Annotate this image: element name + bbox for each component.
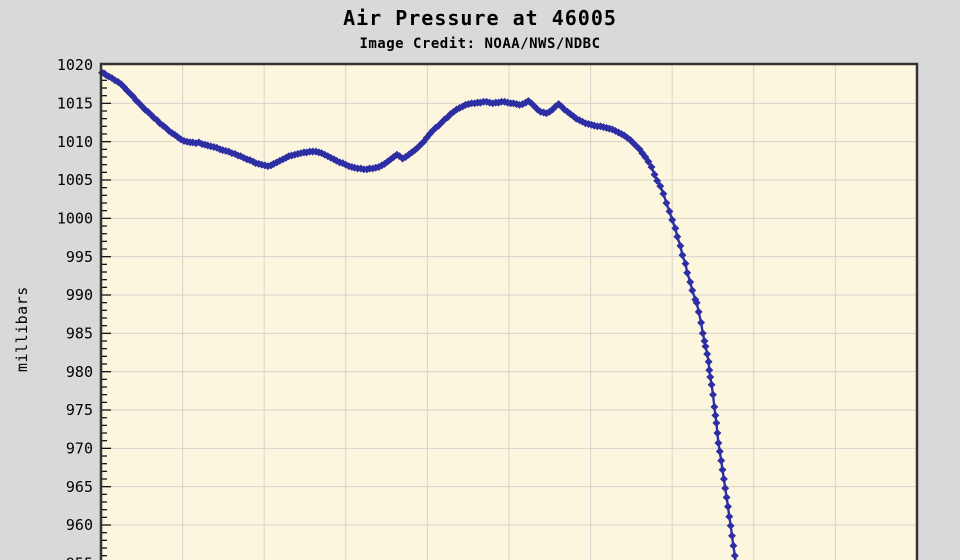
- y-tick-label: 980: [66, 363, 93, 381]
- chart-subtitle: Image Credit: NOAA/NWS/NDBC: [359, 36, 601, 52]
- y-tick-label: 1000: [57, 210, 93, 228]
- y-tick-label: 1020: [57, 56, 93, 74]
- plot-border: [99, 62, 919, 560]
- y-tick-label: 1005: [57, 171, 93, 189]
- y-tick-label: 975: [66, 401, 93, 419]
- y-tick-label: 970: [66, 440, 93, 458]
- y-tick-label: 955: [66, 555, 93, 560]
- y-tick-label: 1015: [57, 95, 93, 113]
- y-tick-label: 995: [66, 248, 93, 266]
- y-tick-label: 1010: [57, 133, 93, 151]
- chart-title: Air Pressure at 46005: [343, 6, 617, 30]
- y-tick-label: 990: [66, 286, 93, 304]
- y-tick-label: 960: [66, 516, 93, 534]
- y-tick-label: 985: [66, 325, 93, 343]
- y-tick-label: 965: [66, 478, 93, 496]
